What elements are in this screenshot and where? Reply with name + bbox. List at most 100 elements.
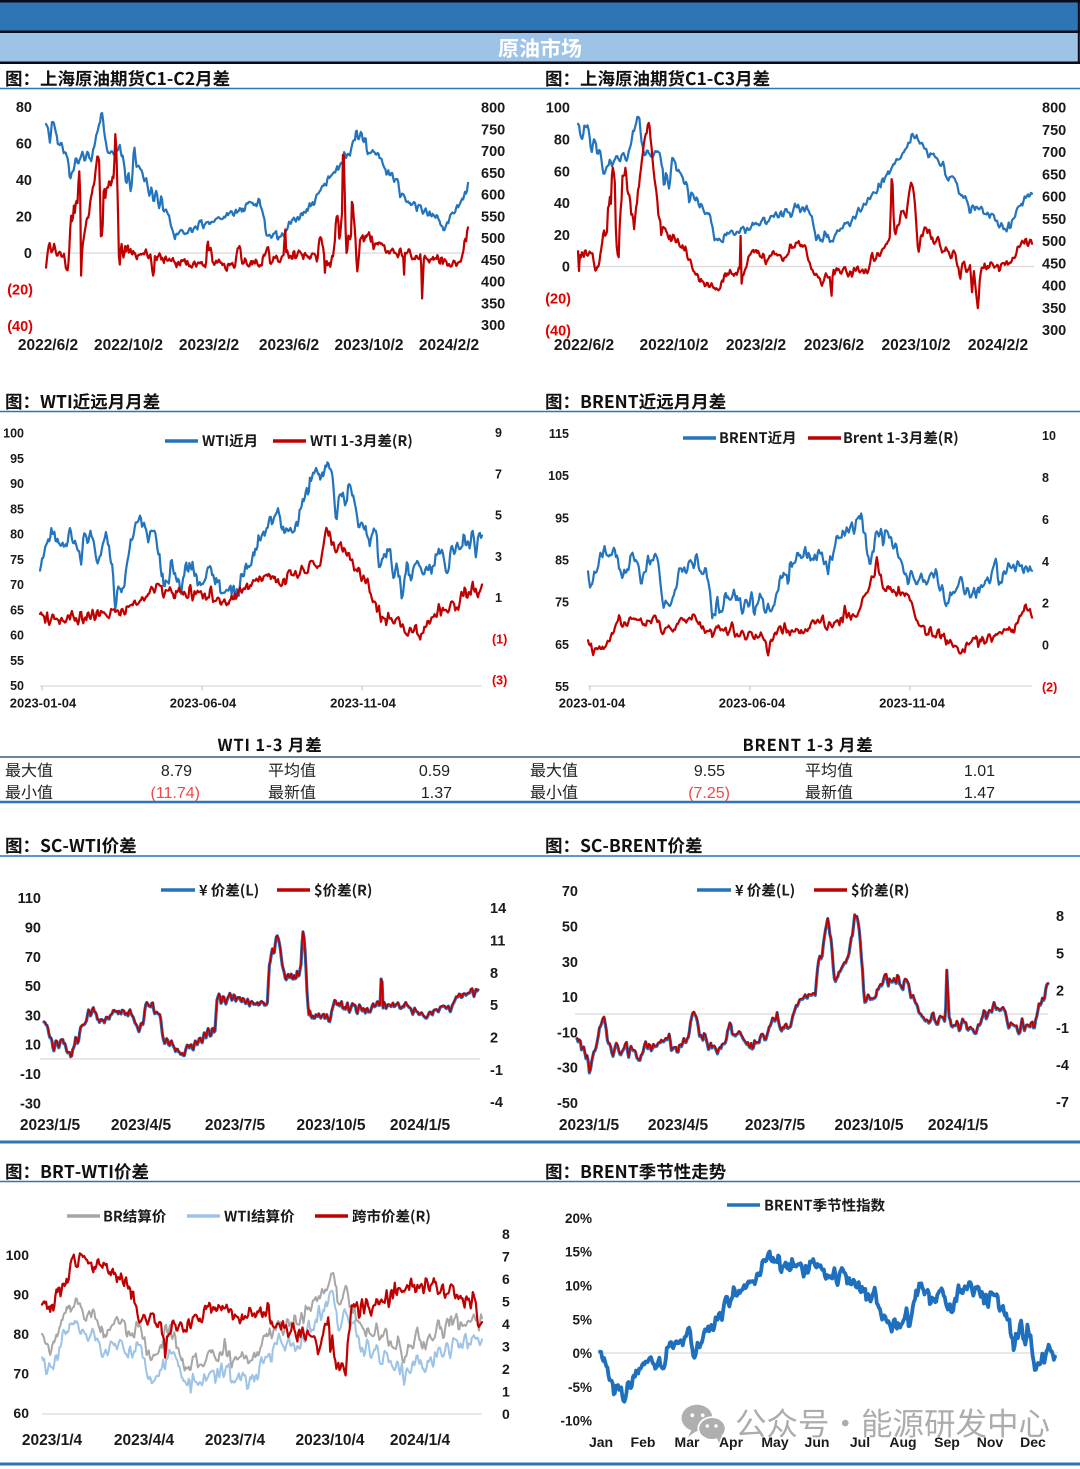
svg-text:800: 800 <box>1042 101 1066 117</box>
svg-text:500: 500 <box>481 231 505 247</box>
svg-text:400: 400 <box>1042 279 1066 295</box>
svg-text:600: 600 <box>481 188 505 204</box>
svg-text:50: 50 <box>25 979 41 995</box>
svg-text:8.79: 8.79 <box>161 763 192 780</box>
svg-text:65: 65 <box>555 638 569 652</box>
svg-text:0: 0 <box>502 1406 510 1422</box>
svg-text:-5%: -5% <box>568 1380 592 1395</box>
svg-text:2024/1/5: 2024/1/5 <box>928 1117 989 1134</box>
svg-text:95: 95 <box>555 511 569 525</box>
svg-text:2023/7/5: 2023/7/5 <box>745 1117 806 1134</box>
svg-text:80: 80 <box>554 133 570 149</box>
svg-text:80: 80 <box>10 528 24 542</box>
svg-text:80: 80 <box>16 100 32 116</box>
svg-text:5: 5 <box>495 509 502 523</box>
svg-text:30: 30 <box>562 955 578 971</box>
svg-text:-30: -30 <box>20 1096 41 1112</box>
svg-text:11: 11 <box>490 934 505 950</box>
svg-text:80: 80 <box>13 1326 29 1342</box>
svg-text:1.37: 1.37 <box>421 785 452 802</box>
svg-text:2023/10/2: 2023/10/2 <box>335 337 404 354</box>
svg-text:100: 100 <box>546 101 570 117</box>
svg-text:65: 65 <box>10 603 24 617</box>
svg-text:2022/10/2: 2022/10/2 <box>640 337 709 354</box>
svg-text:-50: -50 <box>557 1096 578 1112</box>
svg-text:90: 90 <box>13 1287 29 1303</box>
svg-text:2: 2 <box>1056 984 1064 1000</box>
svg-text:0: 0 <box>1042 639 1049 653</box>
svg-text:8: 8 <box>502 1226 510 1242</box>
svg-text:May: May <box>761 1434 788 1450</box>
svg-text:20: 20 <box>554 228 570 244</box>
svg-text:0: 0 <box>562 260 570 276</box>
svg-text:700: 700 <box>1042 145 1066 161</box>
svg-text:85: 85 <box>10 502 24 516</box>
svg-text:-4: -4 <box>490 1095 503 1111</box>
svg-text:7: 7 <box>495 467 502 481</box>
svg-text:600: 600 <box>1042 190 1066 206</box>
svg-text:85: 85 <box>555 554 569 568</box>
svg-text:20: 20 <box>16 210 32 226</box>
svg-text:(11.74): (11.74) <box>150 785 200 802</box>
svg-text:55: 55 <box>10 654 24 668</box>
svg-text:2023/10/5: 2023/10/5 <box>297 1117 366 1134</box>
svg-text:750: 750 <box>1042 123 1066 139</box>
svg-text:550: 550 <box>481 209 505 225</box>
svg-text:-1: -1 <box>1056 1021 1069 1037</box>
svg-text:100: 100 <box>3 427 24 441</box>
svg-text:55: 55 <box>555 680 569 694</box>
svg-text:2023/2/2: 2023/2/2 <box>179 337 239 354</box>
svg-text:350: 350 <box>1042 301 1066 317</box>
svg-text:2023/10/4: 2023/10/4 <box>296 1432 365 1449</box>
svg-text:10: 10 <box>562 990 578 1006</box>
svg-text:1.01: 1.01 <box>964 763 995 780</box>
svg-text:75: 75 <box>555 596 569 610</box>
svg-text:Nov: Nov <box>977 1434 1004 1450</box>
svg-text:2023/1/5: 2023/1/5 <box>20 1117 81 1134</box>
svg-text:2023-11-04: 2023-11-04 <box>330 696 397 711</box>
svg-text:40: 40 <box>554 196 570 212</box>
svg-text:(1): (1) <box>492 632 507 646</box>
svg-text:2023/2/2: 2023/2/2 <box>726 337 786 354</box>
svg-text:10: 10 <box>1042 429 1056 443</box>
svg-text:50: 50 <box>10 679 24 693</box>
svg-text:50: 50 <box>562 920 578 936</box>
svg-text:2023-01-04: 2023-01-04 <box>559 696 626 711</box>
svg-text:450: 450 <box>481 253 505 269</box>
svg-text:1: 1 <box>502 1384 510 1400</box>
svg-text:400: 400 <box>481 275 505 291</box>
svg-text:2023/4/4: 2023/4/4 <box>114 1432 175 1449</box>
svg-text:700: 700 <box>481 144 505 160</box>
svg-text:2024/1/5: 2024/1/5 <box>390 1117 451 1134</box>
svg-text:40: 40 <box>16 173 32 189</box>
svg-text:10%: 10% <box>565 1279 592 1294</box>
svg-text:2023/6/2: 2023/6/2 <box>259 337 319 354</box>
svg-text:300: 300 <box>1042 323 1066 339</box>
svg-text:550: 550 <box>1042 212 1066 228</box>
svg-text:(2): (2) <box>1042 681 1057 695</box>
svg-text:5: 5 <box>490 998 498 1014</box>
svg-text:15%: 15% <box>565 1245 592 1260</box>
svg-text:Jan: Jan <box>589 1434 613 1450</box>
svg-text:(20): (20) <box>545 292 571 308</box>
svg-text:650: 650 <box>481 166 505 182</box>
svg-text:0: 0 <box>24 246 32 262</box>
svg-text:105: 105 <box>548 469 569 483</box>
svg-text:2024/2/2: 2024/2/2 <box>968 337 1028 354</box>
svg-text:350: 350 <box>481 296 505 312</box>
svg-text:(7.25): (7.25) <box>688 785 730 802</box>
svg-text:-1: -1 <box>490 1063 503 1079</box>
svg-text:Sep: Sep <box>934 1434 960 1450</box>
svg-text:-7: -7 <box>1056 1095 1069 1111</box>
svg-text:4: 4 <box>502 1316 510 1332</box>
svg-text:450: 450 <box>1042 256 1066 272</box>
svg-text:75: 75 <box>10 553 24 567</box>
svg-text:30: 30 <box>25 1008 41 1024</box>
svg-text:60: 60 <box>554 164 570 180</box>
svg-text:2024/1/4: 2024/1/4 <box>390 1432 451 1449</box>
svg-text:70: 70 <box>13 1366 29 1382</box>
svg-text:110: 110 <box>18 891 41 907</box>
svg-text:2: 2 <box>490 1030 498 1046</box>
svg-text:2022/6/2: 2022/6/2 <box>18 337 78 354</box>
svg-text:8: 8 <box>1056 909 1064 925</box>
